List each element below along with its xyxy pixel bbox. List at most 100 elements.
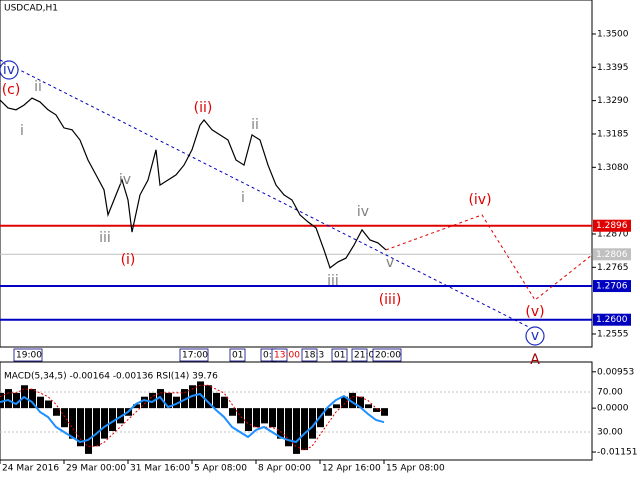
y-tick-label: 1.3185: [597, 129, 629, 139]
forecast-line: [0, 59, 536, 331]
x-tick-label: 12 Apr 16:00: [322, 464, 381, 474]
macd-bar: [109, 408, 116, 432]
macd-bar: [333, 404, 340, 409]
time-marker: 13:00: [274, 351, 300, 361]
wave-label: A: [530, 352, 540, 368]
macd-bar: [37, 396, 44, 409]
time-marker-box: [351, 348, 368, 362]
macd-bar: [77, 408, 84, 447]
y-tick-label: 0.0000: [597, 404, 629, 414]
indicator-title: MACD(5,34,5) -0.00164 -0.00136 RSI(14) 3…: [4, 372, 218, 382]
macd-bar: [5, 389, 12, 409]
signal-line: [0, 384, 385, 451]
macd-bar: [141, 396, 148, 409]
y-tick-label: 1.3500: [597, 29, 629, 39]
wave-label: ii: [34, 79, 42, 95]
macd-bar: [293, 408, 300, 454]
macd-bar: [229, 408, 236, 416]
macd-bar: [253, 408, 260, 428]
wave-circle: [0, 60, 19, 80]
price-line: [0, 97, 387, 269]
x-tick-label: 29 Mar 00:00: [66, 464, 126, 474]
y-tick-label: 1.2765: [597, 263, 629, 273]
time-marker: 01: [232, 351, 243, 361]
x-tick-label: 5 Apr 08:00: [194, 464, 247, 474]
macd-bar: [213, 392, 220, 409]
wave-label: v: [386, 255, 394, 271]
wave-label: iii: [99, 230, 111, 246]
y-tick-label: 1.2555: [597, 329, 629, 339]
wave-label: iv: [119, 172, 131, 188]
wave-label: ii: [251, 117, 259, 133]
x-tick-label: 8 Apr 00:00: [258, 464, 311, 474]
y2-tick-label: 30.00: [597, 428, 623, 438]
wave-label: (i): [121, 252, 136, 268]
time-marker: 0:: [263, 351, 272, 361]
macd-bar: [61, 408, 68, 428]
macd-bar: [29, 389, 36, 409]
time-marker-box: [372, 348, 402, 362]
time-marker-box: [301, 348, 318, 362]
level-label: 1.2600: [596, 315, 628, 325]
wave-label: (v): [525, 304, 544, 320]
macd-bar: [53, 408, 60, 416]
wave-label: iv: [357, 204, 369, 220]
wave-circle: [525, 326, 545, 346]
time-marker-box: [179, 348, 209, 362]
x-tick-label: 24 Mar 2016: [2, 464, 59, 474]
wave-label: iv: [3, 62, 15, 78]
macd-bar: [245, 408, 252, 432]
time-marker: 21:0: [354, 351, 374, 361]
wave-label: (c): [2, 82, 21, 98]
macd-bar: [349, 392, 356, 409]
time-marker: 01: [334, 351, 345, 361]
macd-bar: [173, 396, 180, 409]
macd-bar: [205, 385, 212, 409]
wave-label: v: [531, 328, 539, 344]
macd-bar: [277, 408, 284, 439]
macd-bar: [133, 404, 140, 409]
macd-bar: [221, 396, 228, 409]
level-label-box: [593, 219, 631, 232]
macd-bar: [13, 392, 20, 409]
macd-bar: [165, 392, 172, 409]
price-pane: [0, 0, 593, 348]
macd-bar: [237, 408, 244, 424]
level-label-box: [593, 313, 631, 326]
level-label: 1.2706: [596, 282, 628, 292]
wave-label: (iii): [379, 292, 402, 308]
wave-label: i: [241, 190, 245, 206]
level-label-box: [593, 280, 631, 293]
forecast-line: [385, 214, 593, 301]
time-marker-box: [13, 348, 43, 362]
wave-label: (ii): [194, 100, 213, 116]
y-tick-label: -0.01151: [597, 448, 637, 458]
macd-bar: [69, 408, 76, 439]
y-tick-label: 0.00953: [597, 367, 634, 377]
macd-bar: [269, 408, 276, 428]
level-label: 1.2806: [596, 250, 628, 260]
x-tick-label: 15 Apr 08:00: [386, 464, 445, 474]
y-tick-label: 1.3290: [597, 96, 629, 106]
macd-bar: [341, 396, 348, 409]
chart-title: USDCAD,H1: [4, 4, 58, 14]
macd-bar: [309, 408, 316, 439]
y2-tick-label: 70.00: [597, 388, 623, 398]
macd-bar: [261, 408, 268, 424]
time-marker-box: [271, 348, 288, 362]
macd-bar: [101, 408, 108, 439]
level-label: 1.2896: [596, 221, 628, 231]
macd-bar: [93, 408, 100, 447]
macd-bar: [357, 396, 364, 409]
wave-label: i: [20, 123, 24, 139]
macd-bar: [301, 408, 308, 451]
time-marker-box: [229, 348, 246, 362]
macd-bar: [325, 408, 332, 416]
macd-bar: [373, 408, 380, 412]
wave-label: iii: [327, 273, 339, 289]
time-marker: 18:3: [304, 351, 324, 361]
y-tick-label: 1.3395: [597, 63, 629, 73]
wave-label: (iv): [468, 192, 491, 208]
y-tick-label: 1.3080: [597, 163, 629, 173]
level-label-box: [593, 248, 631, 261]
